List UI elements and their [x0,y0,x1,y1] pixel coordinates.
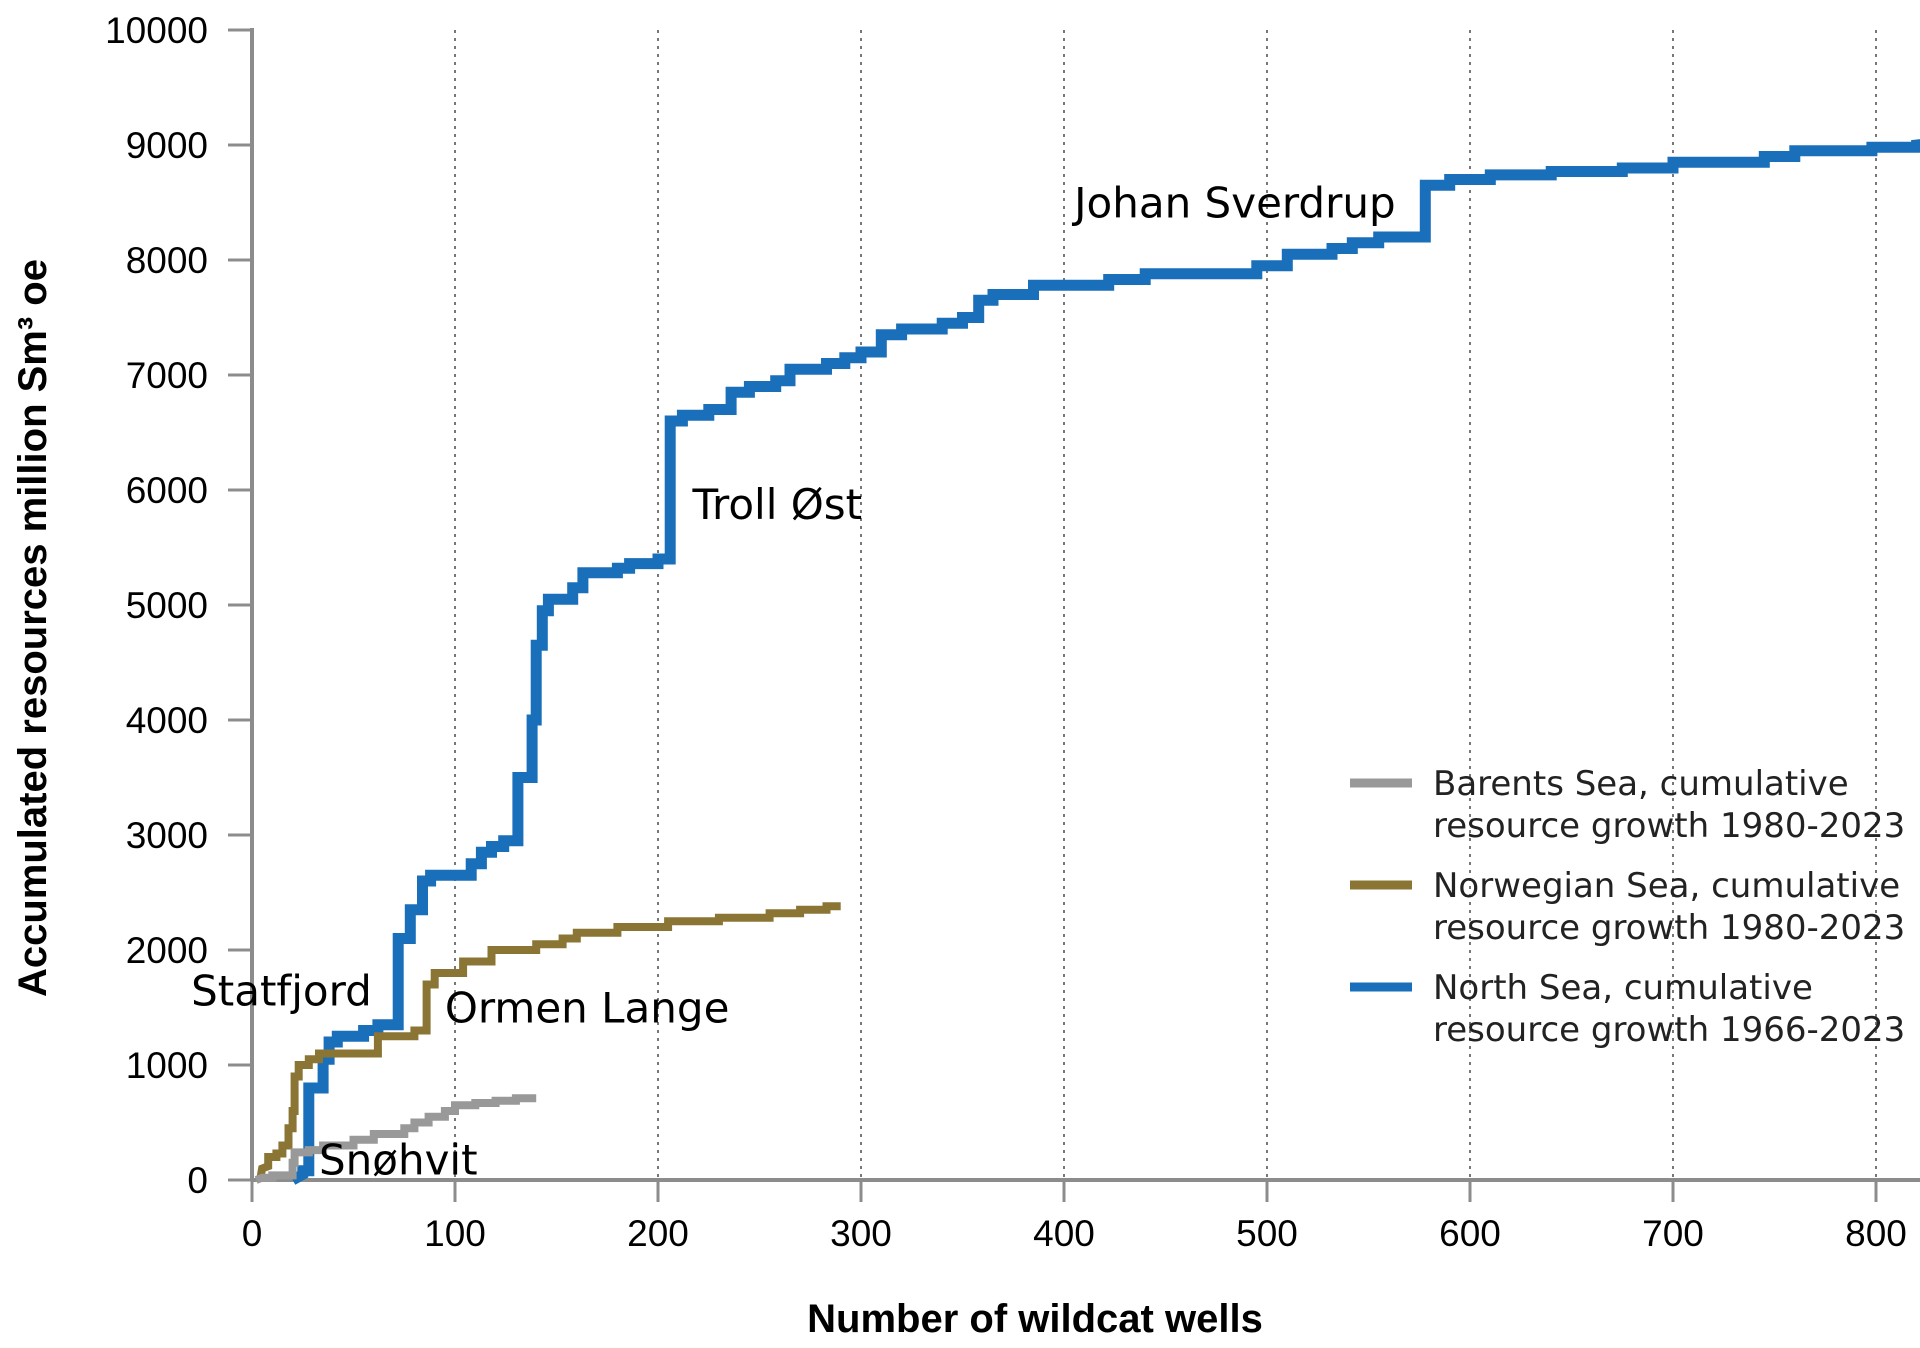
north-sea-line [289,139,1920,1185]
annotation-statfjord: Statfjord [191,966,372,1015]
y-tick-label-10000: 10000 [105,10,208,51]
legend-item-north-sea-label-line-2: resource growth 1966-2023 [1433,1010,1905,1050]
y-tick-label-5000: 5000 [126,585,208,626]
x-tick-label-700: 700 [1642,1213,1704,1254]
y-tick-label-1000: 1000 [126,1045,208,1086]
x-tick-label-200: 200 [627,1213,689,1254]
x-tick-label-300: 300 [830,1213,892,1254]
x-tick-label-400: 400 [1033,1213,1095,1254]
y-tick-label-0: 0 [187,1160,208,1201]
annotation-ormen-lange: Ormen Lange [445,984,730,1033]
y-tick-label-7000: 7000 [126,355,208,396]
y-tick-label-2000: 2000 [126,930,208,971]
y-tick-label-9000: 9000 [126,125,208,166]
annotation-troll-ost: Troll Øst [692,480,863,529]
x-tick-label-500: 500 [1236,1213,1298,1254]
x-tick-label-600: 600 [1439,1213,1501,1254]
x-tick-label-800: 800 [1845,1213,1907,1254]
legend-item-north-sea-label-line-1: North Sea, cumulative [1433,968,1813,1008]
y-tick-label-3000: 3000 [126,815,208,856]
x-axis-title: Number of wildcat wells [807,1297,1263,1341]
legend-item-norwegian-sea-label-line-1: Norwegian Sea, cumulative [1433,866,1900,906]
legend-item-norwegian-sea-label-line-2: resource growth 1980-2023 [1433,908,1905,948]
x-axis-ticks: 0 100 200 300 400 500 600 700 800 [242,1180,1907,1254]
annotation-johan-sverdrup: Johan Sverdrup [1071,179,1396,228]
y-tick-label-8000: 8000 [126,240,208,281]
y-tick-label-4000: 4000 [126,700,208,741]
annotations: Johan Sverdrup Troll Øst Statfjord Ormen La… [191,179,1396,1185]
x-tick-label-0: 0 [242,1213,263,1254]
x-tick-label-100: 100 [424,1213,486,1254]
y-tick-label-6000: 6000 [126,470,208,511]
y-axis-ticks: 0 1000 2000 3000 4000 5000 6000 7000 8000 9000 100… [105,10,252,1201]
y-axis-title: Accumulated resources million Sm³ oe [11,259,55,997]
legend-item-barents-sea-label-line-1: Barents Sea, cumulative [1433,764,1849,804]
annotation-snohvit: Snøhvit [319,1135,478,1184]
norwegian-sea-line [256,902,841,1181]
legend-item-barents-sea-label-line-2: resource growth 1980-2023 [1433,806,1905,846]
series-lines [254,139,1920,1185]
barents-sea-line [254,1094,537,1184]
